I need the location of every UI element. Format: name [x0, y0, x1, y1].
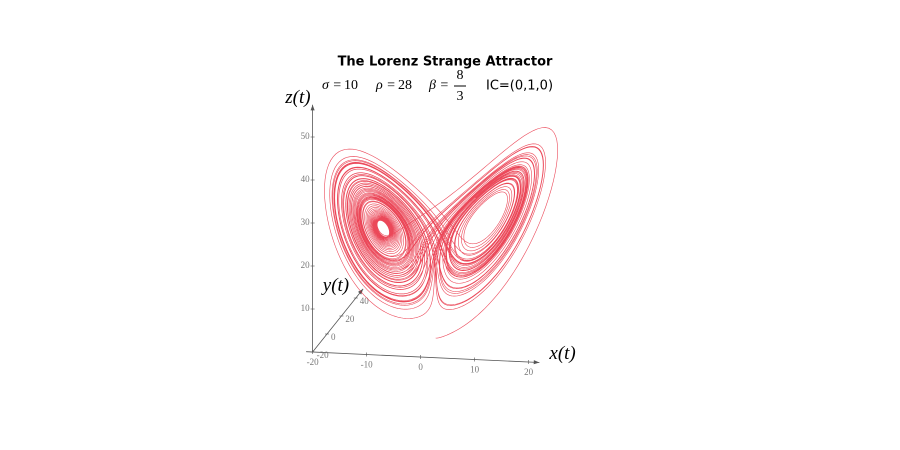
- z-tick-label: 10: [301, 303, 311, 313]
- plot-area: -20 -10 0 10 20-20020401020304050x(t)y(t)z(t…: [284, 87, 576, 377]
- y-tick-label: 40: [360, 296, 370, 306]
- param-denominator: 3: [457, 89, 464, 104]
- param-value: 10: [344, 78, 358, 93]
- y-axis: [312, 288, 364, 353]
- y-tick-label: 20: [345, 314, 355, 324]
- x-tick-label: 20: [524, 367, 534, 377]
- z-tick-label: 20: [301, 260, 311, 270]
- x-axis-label: x(t): [548, 343, 575, 364]
- initial-condition: IC=(0,1,0): [486, 79, 553, 94]
- x-tick-label: -10: [361, 360, 373, 370]
- z-axis-label: z(t): [284, 87, 310, 108]
- param-symbol: β =: [428, 78, 449, 93]
- y-tick-label: 0: [331, 332, 336, 342]
- x-axis-arrow: [533, 360, 540, 365]
- x-axis: [306, 351, 540, 363]
- z-axis-arrow: [310, 104, 315, 111]
- param-value: 28: [398, 78, 412, 93]
- param-symbol: σ =: [322, 78, 342, 93]
- y-tick-label: -20: [317, 350, 329, 360]
- trajectory: [324, 127, 558, 339]
- param-symbol: ρ =: [375, 78, 396, 93]
- z-tick-label: 40: [301, 174, 311, 184]
- z-tick-label: 30: [301, 217, 311, 227]
- param-numerator: 8: [457, 68, 464, 83]
- x-tick-label: 10: [470, 365, 480, 375]
- x-tick-label: -20: [307, 357, 319, 367]
- y-axis-label: y(t): [321, 275, 349, 296]
- x-tick-label: 0: [418, 362, 423, 372]
- z-tick-label: 50: [301, 131, 311, 141]
- chart-title: The Lorenz Strange Attractor: [338, 55, 553, 70]
